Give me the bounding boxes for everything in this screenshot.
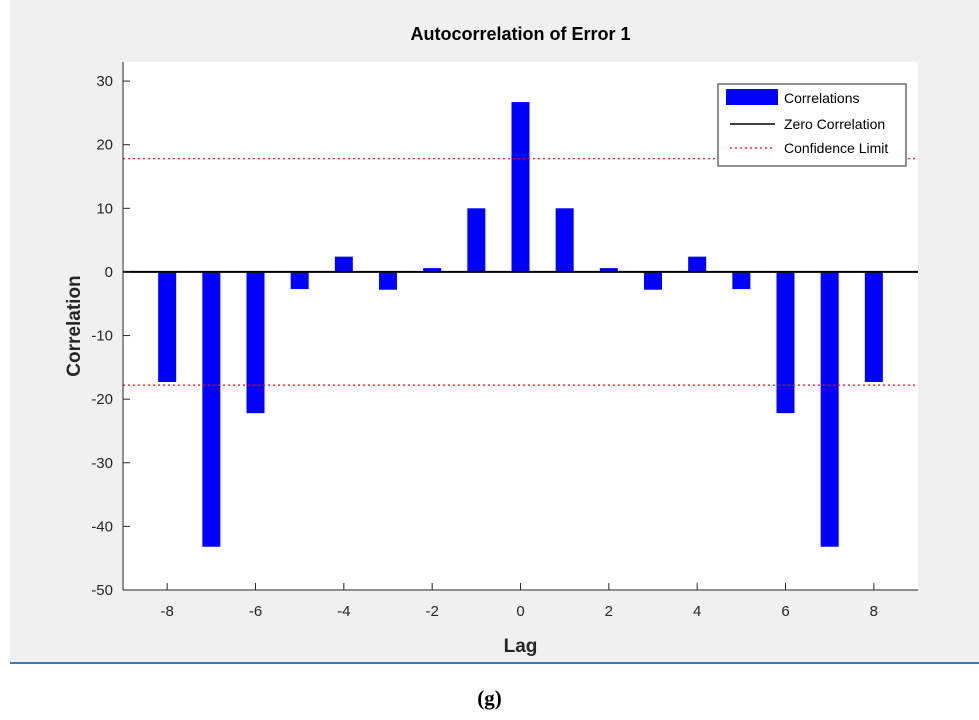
bar-lag-0 (511, 102, 530, 272)
x-tick-label: -6 (249, 603, 262, 620)
x-tick-label: -8 (160, 603, 173, 620)
chart-title: Autocorrelation of Error 1 (410, 24, 630, 44)
x-tick-label: -4 (337, 603, 350, 620)
bar-lag-4 (688, 256, 707, 272)
y-axis-label: Correlation (64, 275, 85, 376)
figure-divider (10, 662, 979, 664)
bar-lag--3 (379, 271, 397, 290)
bars-layer (158, 102, 883, 547)
bar-lag--6 (246, 271, 265, 414)
legend-label-confidence-limit: Confidence Limit (784, 140, 888, 156)
legend-label-correlations: Correlations (784, 90, 859, 106)
bar-lag--7 (202, 271, 221, 547)
y-tick-label: 10 (96, 200, 113, 217)
legend: Correlations Zero Correlation Confidence… (717, 83, 907, 167)
bar-lag--2 (423, 268, 442, 272)
bar-lag--1 (467, 208, 486, 272)
y-tick-label: -10 (91, 328, 113, 345)
x-tick-label: 0 (516, 603, 524, 620)
reference-lines-layer (123, 158, 918, 386)
bar-lag--4 (334, 256, 353, 272)
y-tick-label: 30 (96, 73, 113, 90)
y-tick-label: 20 (96, 137, 113, 154)
legend-label-zero-correlation: Zero Correlation (784, 116, 885, 132)
legend-swatch-correlations (726, 89, 778, 105)
bar-lag--5 (290, 271, 309, 290)
y-tick-label: -50 (91, 582, 113, 599)
y-tick-label: -20 (91, 391, 113, 408)
x-tick-label: 6 (781, 603, 789, 620)
x-tick-label: 4 (693, 603, 701, 620)
bar-lag-6 (776, 271, 795, 414)
x-tick-label: 2 (605, 603, 613, 620)
x-tick-label: 8 (870, 603, 878, 620)
bar-lag-3 (644, 271, 662, 290)
y-tick-label: -40 (91, 518, 113, 535)
x-axis-label: Lag (504, 636, 538, 657)
bar-lag-2 (599, 268, 618, 272)
bar-lag-5 (732, 271, 751, 290)
x-tick-label: -2 (425, 603, 438, 620)
y-tick-label: 0 (105, 264, 113, 281)
bar-lag-8 (864, 271, 883, 382)
bar-lag--8 (158, 271, 177, 382)
bar-lag-7 (820, 271, 839, 547)
bar-lag-1 (555, 208, 574, 272)
figure-caption: (g) (477, 686, 502, 710)
y-tick-label: -30 (91, 455, 113, 472)
